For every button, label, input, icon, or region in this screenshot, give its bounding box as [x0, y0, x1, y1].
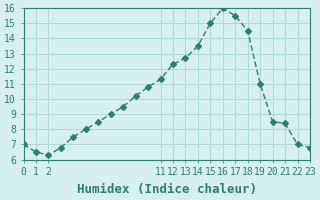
X-axis label: Humidex (Indice chaleur): Humidex (Indice chaleur): [77, 183, 257, 196]
